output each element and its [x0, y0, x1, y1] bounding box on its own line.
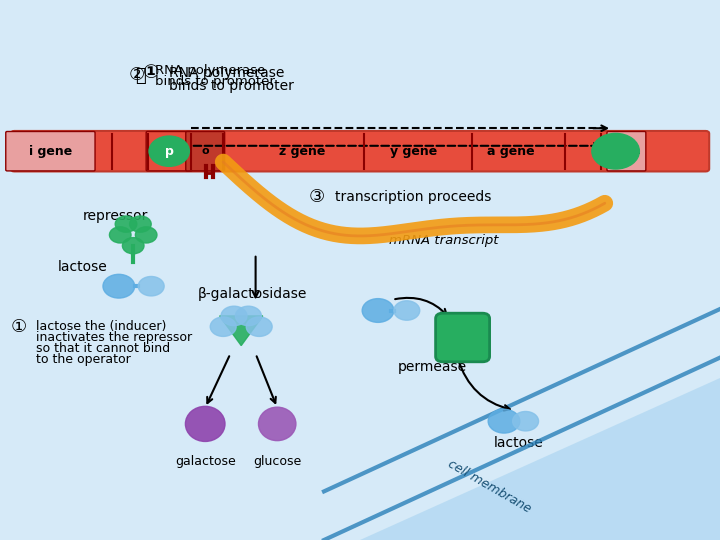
Text: inactivates the repressor: inactivates the repressor — [36, 331, 192, 344]
FancyBboxPatch shape — [186, 131, 225, 171]
Text: ①: ① — [143, 63, 159, 83]
Text: binds to promoter: binds to promoter — [169, 79, 294, 93]
Text: mRNA transcript: mRNA transcript — [389, 234, 498, 247]
Text: transcription proceeds: transcription proceeds — [335, 190, 491, 204]
Text: lactose the (inducer): lactose the (inducer) — [36, 320, 166, 333]
Text: cell membrane: cell membrane — [446, 457, 534, 515]
Text: DNA: DNA — [613, 146, 640, 156]
FancyBboxPatch shape — [11, 131, 709, 172]
Circle shape — [135, 227, 157, 243]
Text: RNA polymerase: RNA polymerase — [169, 66, 284, 80]
Circle shape — [149, 136, 189, 166]
Text: p: p — [165, 145, 174, 158]
Text: y gene: y gene — [390, 145, 438, 158]
FancyBboxPatch shape — [436, 313, 490, 362]
Text: i gene: i gene — [29, 145, 72, 158]
Polygon shape — [360, 378, 720, 540]
Circle shape — [109, 227, 131, 243]
Text: to the operator: to the operator — [36, 353, 131, 366]
Text: Ⓐ: Ⓐ — [135, 66, 145, 85]
Circle shape — [513, 411, 539, 431]
Text: lactose: lactose — [493, 436, 544, 450]
Text: ①: ① — [11, 318, 27, 336]
Ellipse shape — [258, 407, 296, 441]
Circle shape — [362, 299, 394, 322]
Text: so that it cannot bind: so that it cannot bind — [36, 342, 170, 355]
Text: lactose: lactose — [58, 260, 107, 274]
Circle shape — [138, 276, 164, 296]
Circle shape — [592, 133, 639, 169]
Circle shape — [488, 409, 520, 433]
Text: ③: ③ — [309, 188, 325, 206]
Circle shape — [246, 317, 272, 336]
Circle shape — [103, 274, 135, 298]
Text: ②: ② — [129, 65, 145, 84]
Text: glucose: glucose — [253, 455, 302, 468]
Circle shape — [221, 306, 247, 326]
FancyBboxPatch shape — [607, 131, 646, 171]
Circle shape — [235, 306, 261, 326]
Ellipse shape — [185, 406, 225, 442]
Polygon shape — [220, 316, 263, 346]
Text: a gene: a gene — [487, 145, 535, 158]
FancyBboxPatch shape — [146, 131, 192, 171]
Text: p: p — [166, 146, 173, 156]
Text: RNA polymerase: RNA polymerase — [155, 64, 265, 77]
Circle shape — [115, 216, 137, 232]
Text: z gene: z gene — [279, 145, 325, 158]
Text: galactose: galactose — [175, 455, 235, 468]
Circle shape — [210, 317, 236, 336]
Text: binds to promoter: binds to promoter — [155, 75, 274, 87]
Circle shape — [130, 216, 151, 232]
Text: permease: permease — [397, 360, 467, 374]
Text: repressor: repressor — [83, 209, 148, 223]
Text: o: o — [202, 146, 209, 156]
FancyBboxPatch shape — [6, 131, 95, 171]
Circle shape — [122, 238, 144, 254]
Text: β-galactosidase: β-galactosidase — [198, 287, 307, 301]
Circle shape — [394, 301, 420, 320]
